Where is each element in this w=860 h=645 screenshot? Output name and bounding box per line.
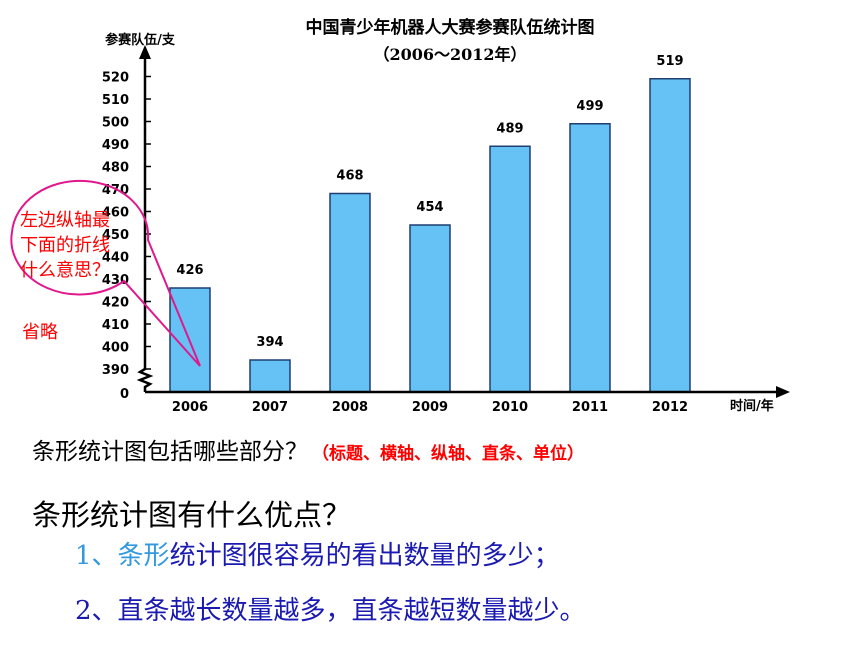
y-tick-label: 390 (102, 363, 129, 378)
y-tick-label: 520 (102, 71, 129, 86)
y-tick-label: 510 (102, 93, 129, 108)
x-tick-label: 2006 (172, 400, 208, 415)
advantage-point-2: 2、直条越长数量越多，直条越短数量越少。 (75, 596, 586, 626)
question-1-text: 条形统计图包括哪些部分？ (32, 439, 308, 465)
advantage-point-1-highlight: 条形 (117, 541, 170, 571)
advantage-point-1-rest: 统计图很容易的看出数量的多少； (169, 541, 560, 571)
y-tick-label: 450 (102, 228, 129, 243)
bar (329, 192, 371, 393)
y-tick-label: 410 (102, 318, 129, 333)
y-tick-label: 480 (102, 161, 129, 176)
chart-subtitle: （2006～2012年） (373, 45, 526, 64)
axis-break-zigzag (136, 367, 154, 389)
x-tick-label: 2012 (652, 400, 688, 415)
callout-text-line: 下面的折线 (20, 235, 110, 256)
y-axis-arrow (139, 45, 151, 59)
x-axis-title: 时间/年 (730, 398, 774, 414)
axes (136, 45, 790, 398)
x-tick-label: 2010 (492, 400, 528, 415)
x-tick-label: 2009 (412, 400, 448, 415)
bar-chart: 中国青少年机器人大赛参赛队伍统计图 （2006～2012年） 参赛队伍/支 时间… (10, 17, 790, 415)
callout-answer: 省略 (22, 322, 58, 343)
y-tick-label-zero: 0 (120, 387, 129, 402)
bars-group: 426 394 468 454 489 499 519 (169, 54, 691, 393)
question-1-answer: （标题、横轴、纵轴、直条、单位） (312, 444, 584, 464)
bar-value-label: 426 (176, 263, 203, 278)
bar (409, 224, 451, 393)
bar-value-label: 454 (416, 200, 443, 215)
question-2: 条形统计图有什么优点？ (32, 498, 352, 532)
y-tick-label: 500 (102, 116, 129, 131)
bar-value-label: 489 (496, 121, 523, 136)
x-tick-label: 2007 (252, 400, 288, 415)
question-1: 条形统计图包括哪些部分？ （标题、横轴、纵轴、直条、单位） (32, 432, 584, 466)
x-tick-label: 2008 (332, 400, 368, 415)
y-tick-label: 430 (102, 273, 129, 288)
advantage-point-1: 1、条形统计图很容易的看出数量的多少； (75, 535, 560, 572)
bar-value-label: 394 (256, 335, 283, 350)
y-tick-label: 460 (102, 206, 129, 221)
x-tick-label: 2011 (572, 400, 608, 415)
chart-title: 中国青少年机器人大赛参赛队伍统计图 (306, 17, 595, 38)
y-tick-label: 420 (102, 296, 129, 311)
y-tick-label: 440 (102, 251, 129, 266)
bar-value-label: 519 (656, 54, 683, 69)
bar-value-label: 499 (576, 99, 603, 114)
x-axis-tick-labels: 2006 2007 2008 2009 2010 2011 2012 (172, 400, 688, 415)
y-axis-title: 参赛队伍/支 (105, 32, 176, 48)
x-axis-arrow (776, 386, 790, 398)
bar (649, 78, 691, 393)
callout-outline (10, 179, 201, 367)
bar (569, 123, 611, 393)
bar (489, 145, 531, 393)
y-tick-label: 400 (102, 341, 129, 356)
callout-text-line: 左边纵轴最 (20, 210, 110, 231)
y-tick-label: 490 (102, 138, 129, 153)
callout-text-line: 什么意思？ (20, 260, 110, 281)
bar-value-label: 468 (336, 169, 363, 184)
bar (249, 359, 291, 393)
advantage-point-1-number: 1、 (75, 541, 118, 571)
